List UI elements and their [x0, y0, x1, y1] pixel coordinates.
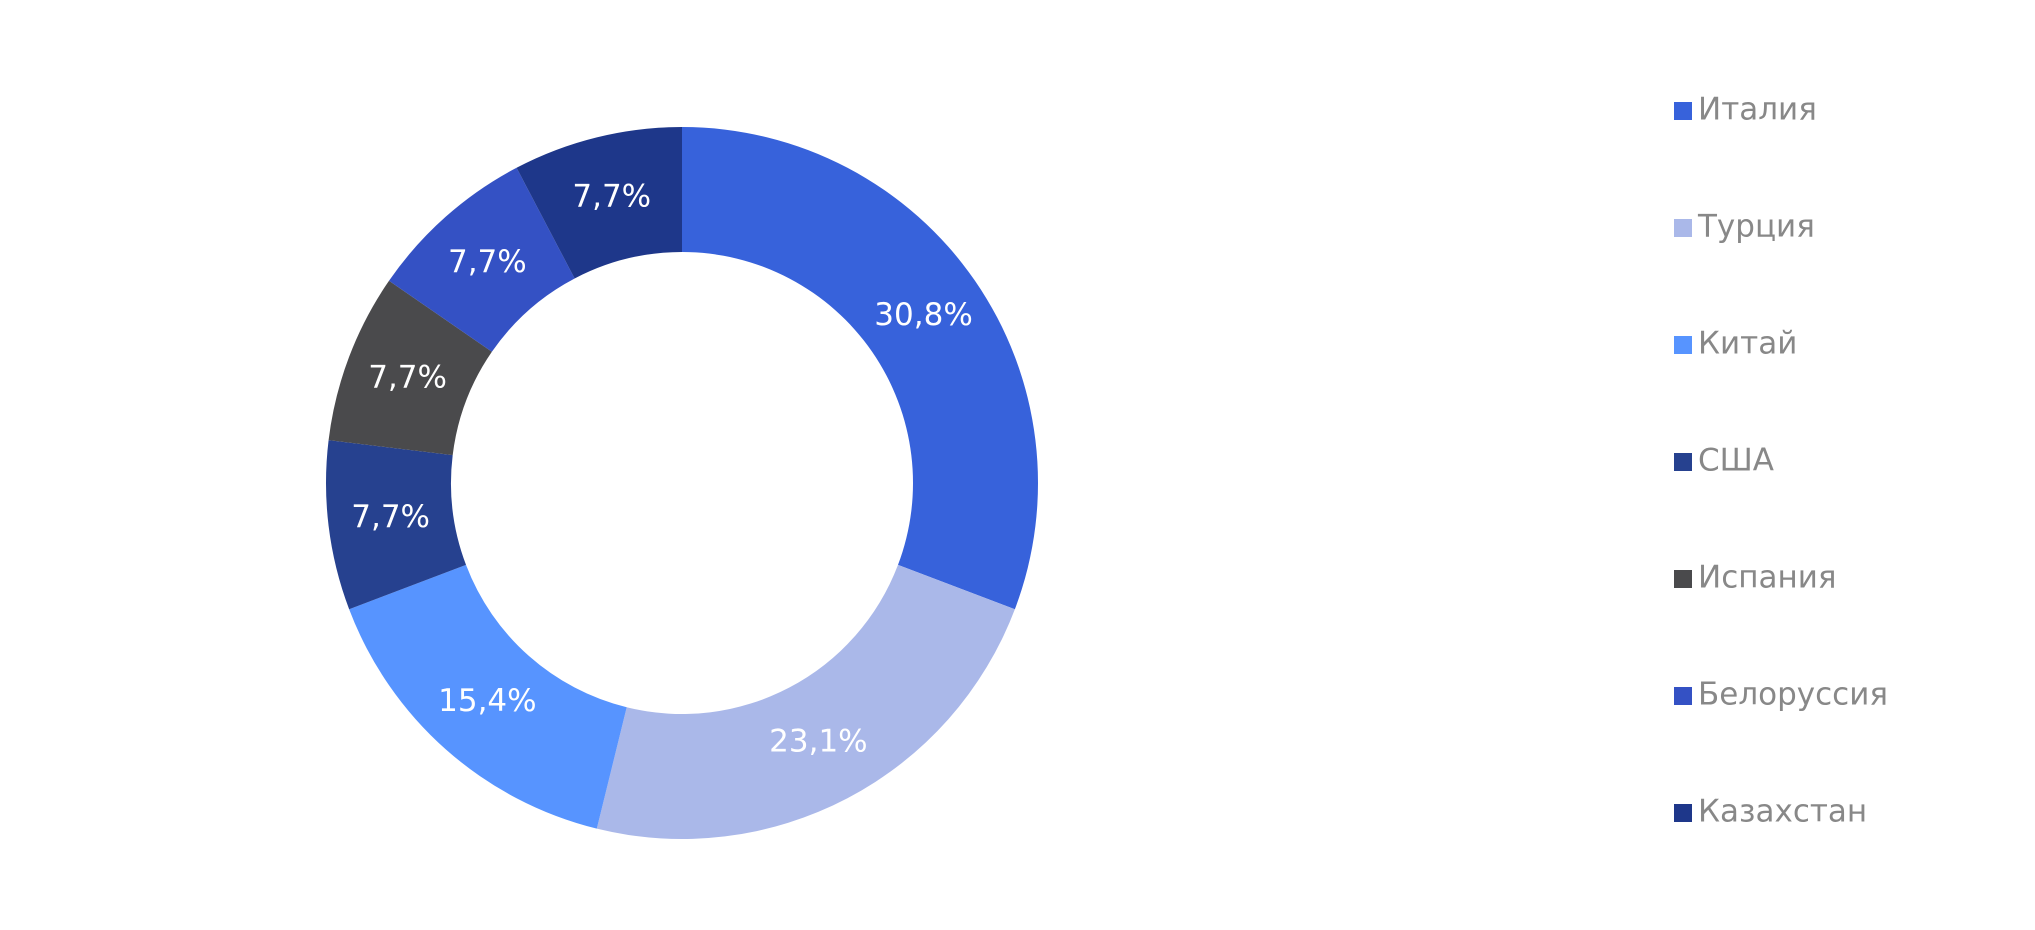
legend-swatch: [1674, 453, 1692, 471]
legend-swatch: [1674, 570, 1692, 588]
legend-swatch: [1674, 336, 1692, 354]
legend-swatch: [1674, 687, 1692, 705]
slice: [328, 280, 492, 456]
legend-swatch: [1674, 219, 1692, 237]
legend-swatch: [1674, 804, 1692, 822]
legend-label: Испания: [1698, 560, 1837, 596]
legend-label: Белоруссия: [1698, 677, 1888, 713]
legend-label: Казахстан: [1698, 794, 1867, 830]
value-label: 15,4%: [438, 683, 536, 719]
legend-label: США: [1698, 443, 1774, 479]
slice: [516, 127, 682, 279]
legend-swatch: [1674, 102, 1692, 120]
legend-label: Италия: [1698, 92, 1817, 128]
slice: [326, 440, 467, 610]
slice: [389, 167, 575, 352]
value-label: 23,1%: [769, 723, 867, 759]
value-label: 30,8%: [874, 297, 972, 333]
legend-label: Турция: [1697, 209, 1815, 245]
value-label: 7,7%: [448, 244, 527, 280]
value-label: 7,7%: [368, 359, 447, 395]
slice: [596, 564, 1015, 839]
value-label: 7,7%: [351, 499, 430, 535]
slice: [349, 564, 627, 829]
value-label: 7,7%: [572, 179, 651, 215]
slice: [682, 127, 1038, 610]
legend-label: Китай: [1698, 326, 1797, 362]
